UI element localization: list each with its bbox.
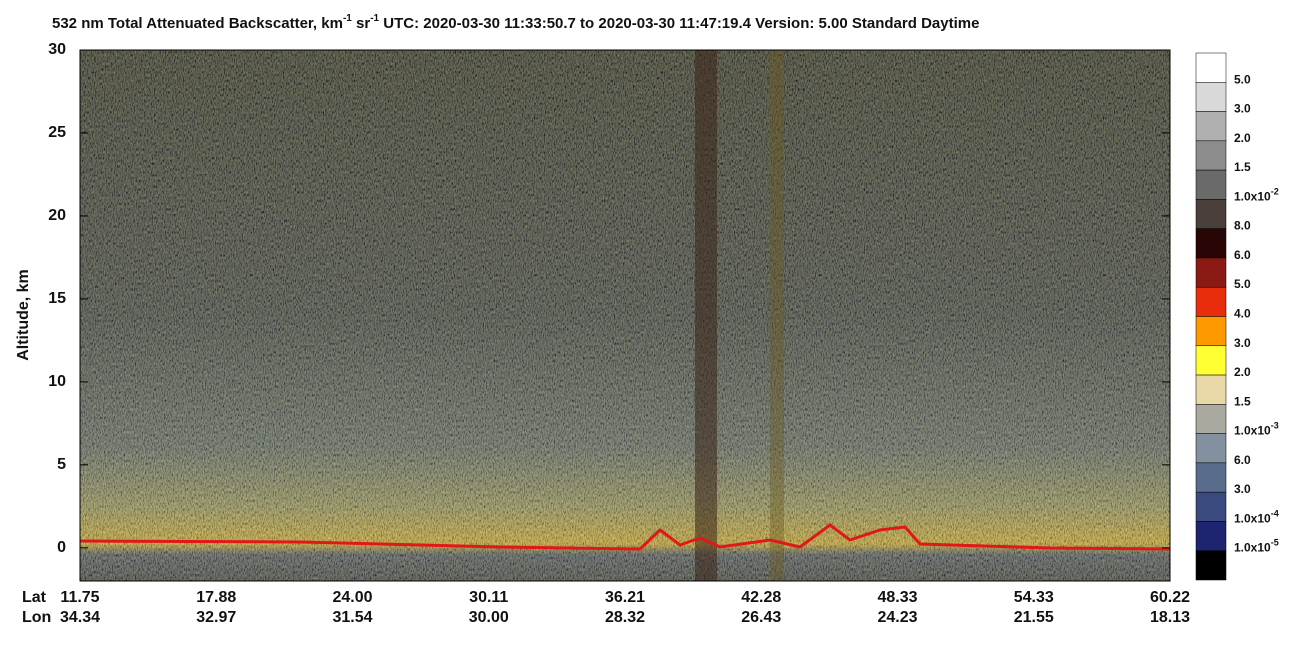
lon-label: 31.54 <box>332 609 372 626</box>
lat-label: 60.22 <box>1150 589 1190 606</box>
y-axis-label: Altitude, km <box>15 269 32 361</box>
colorbar-label-text: 3.0 <box>1234 336 1251 350</box>
lon-label: 28.32 <box>605 609 645 626</box>
colorbar-label: 1.5 <box>1234 395 1251 409</box>
lon-label: 18.13 <box>1150 609 1190 626</box>
colorbar-swatch <box>1195 491 1227 522</box>
colorbar-label-text: 1.0x10 <box>1234 512 1271 526</box>
colorbar-swatch <box>1195 286 1227 317</box>
lon-label: 26.43 <box>741 609 781 626</box>
y-tick-label: 0 <box>57 539 66 556</box>
colorbar-label-text: 3.0 <box>1234 102 1251 116</box>
lat-label: 48.33 <box>877 589 917 606</box>
y-tick-label: 5 <box>57 456 66 473</box>
lon-label: 30.00 <box>469 609 509 626</box>
colorbar-swatch <box>1195 82 1227 112</box>
colorbar-swatch <box>1195 550 1227 581</box>
colorbar-swatch <box>1195 111 1227 142</box>
colorbar-label: 2.0 <box>1234 365 1251 379</box>
colorbar-swatch <box>1195 199 1227 229</box>
colorbar-label: 1.0x10-5 <box>1234 538 1279 555</box>
colorbar-swatch <box>1195 316 1227 347</box>
colorbar-swatch <box>1195 404 1227 434</box>
y-tick-label: 20 <box>48 207 66 224</box>
x-row-label: Lat <box>22 589 47 606</box>
title-part: -1 <box>343 13 352 24</box>
title-part: sr <box>352 15 371 32</box>
y-tick-label: 15 <box>48 290 66 307</box>
colorbar-label-text: 1.0x10 <box>1234 541 1271 555</box>
title-part: UTC: 2020-03-30 11:33:50.7 to 2020-03-30… <box>379 15 979 32</box>
colorbar-swatch <box>1195 521 1227 551</box>
colorbar-label: 1.0x10-3 <box>1234 421 1279 438</box>
colorbar-label-exp: -4 <box>1271 509 1279 519</box>
surface-return <box>79 523 1171 551</box>
colorbar-label: 3.0 <box>1234 336 1251 350</box>
colorbar-label-text: 8.0 <box>1234 219 1251 233</box>
colorbar-label-text: 1.0x10 <box>1234 190 1271 204</box>
plot-area <box>79 49 1171 582</box>
colorbar-label-text: 5.0 <box>1234 277 1251 291</box>
colorbar-swatch <box>1195 345 1227 376</box>
colorbar-label: 6.0 <box>1234 248 1251 262</box>
colorbar-label-text: 2.0 <box>1234 365 1251 379</box>
lon-label: 34.34 <box>60 609 100 626</box>
colorbar-swatch <box>1195 228 1227 259</box>
colorbar-label: 1.0x10-2 <box>1234 187 1279 204</box>
lat-label: 11.75 <box>60 589 99 606</box>
colorbar-label: 3.0 <box>1234 482 1251 496</box>
colorbar-label-text: 6.0 <box>1234 453 1251 467</box>
y-tick-label: 25 <box>48 124 66 141</box>
backscatter-noise <box>80 50 1170 581</box>
signal-column <box>695 50 717 581</box>
colorbar-label: 8.0 <box>1234 219 1251 233</box>
x-row-label: Lon <box>22 609 51 626</box>
plot-frame <box>79 49 1171 582</box>
colorbar-swatch <box>1195 374 1227 405</box>
colorbar-label: 1.5 <box>1234 160 1251 174</box>
colorbar-label: 6.0 <box>1234 453 1251 467</box>
colorbar-label: 5.0 <box>1234 72 1251 86</box>
colorbar-label: 3.0 <box>1234 102 1251 116</box>
lon-label: 24.23 <box>877 609 917 626</box>
colorbar-label: 4.0 <box>1234 307 1251 321</box>
colorbar-label-exp: -3 <box>1271 421 1279 431</box>
lat-label: 42.28 <box>741 589 781 606</box>
colorbar-swatch <box>1195 169 1227 200</box>
colorbar-label-text: 2.0 <box>1234 131 1251 145</box>
colorbar-label-text: 3.0 <box>1234 482 1251 496</box>
colorbar-label-text: 6.0 <box>1234 248 1251 262</box>
colorbar-label-text: 1.5 <box>1234 160 1251 174</box>
colorbar-label: 2.0 <box>1234 131 1251 145</box>
lat-label: 30.11 <box>469 589 508 606</box>
colorbar-label-text: 4.0 <box>1234 307 1251 321</box>
colorbar-swatch <box>1195 52 1227 83</box>
signal-column <box>770 50 784 581</box>
colorbar-swatch <box>1195 257 1227 288</box>
colorbar-label-exp: -5 <box>1271 538 1279 548</box>
lon-label: 21.55 <box>1014 609 1054 626</box>
lon-label: 32.97 <box>196 609 236 626</box>
colorbar-label: 1.0x10-4 <box>1234 509 1279 526</box>
chart-title: 532 nm Total Attenuated Backscatter, km-… <box>52 13 979 32</box>
colorbar-label-text: 1.0x10 <box>1234 424 1271 438</box>
y-tick-label: 10 <box>48 373 66 390</box>
lat-label: 54.33 <box>1014 589 1054 606</box>
colorbar-label: 5.0 <box>1234 277 1251 291</box>
colorbar-label-exp: -2 <box>1271 187 1279 197</box>
title-part: 532 nm Total Attenuated Backscatter, km <box>52 15 343 32</box>
lat-label: 17.88 <box>196 589 236 606</box>
colorbar-swatch <box>1195 433 1227 464</box>
title-part: -1 <box>370 13 379 24</box>
colorbar-label-text: 1.5 <box>1234 395 1251 409</box>
colorbar-label-text: 5.0 <box>1234 72 1251 86</box>
lat-label: 36.21 <box>605 589 645 606</box>
y-tick-label: 30 <box>48 41 66 58</box>
colorbar-swatch <box>1195 462 1227 493</box>
colorbar-swatch <box>1195 140 1227 171</box>
lat-label: 24.00 <box>332 589 372 606</box>
